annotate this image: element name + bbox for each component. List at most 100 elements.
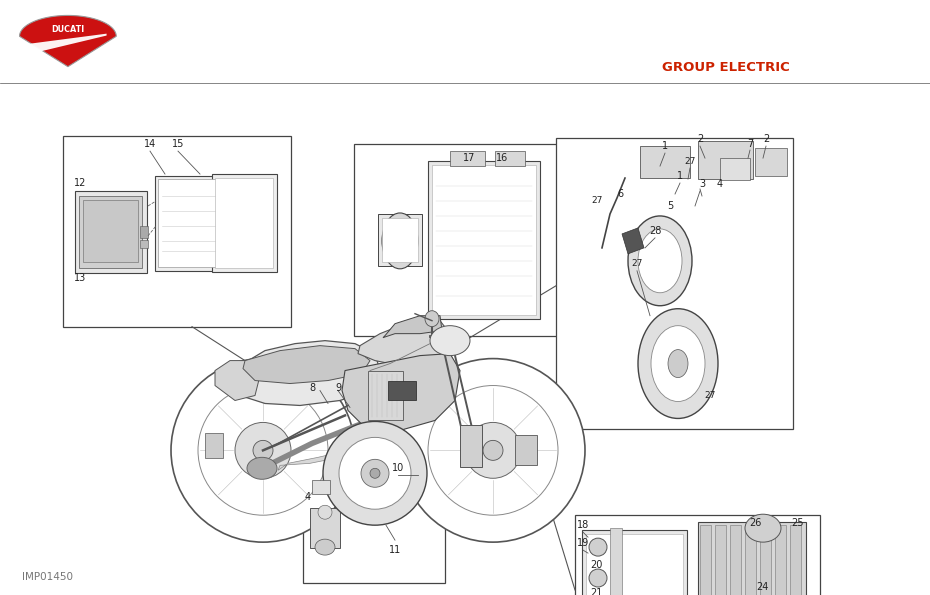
Polygon shape [215,361,260,400]
Polygon shape [342,353,460,430]
Bar [368,371,403,421]
Ellipse shape [589,538,607,556]
Text: 20: 20 [590,560,603,570]
Bar [586,534,683,595]
Bar [755,148,787,176]
Bar [575,515,820,595]
Polygon shape [383,316,442,337]
Text: 21: 21 [590,588,603,595]
Bar [310,508,340,548]
Text: 14: 14 [144,139,156,149]
Ellipse shape [171,359,355,542]
Polygon shape [278,443,350,470]
Bar [460,425,482,467]
Bar [212,174,277,272]
Bar [303,381,445,583]
Ellipse shape [401,359,585,542]
Bar [63,136,291,327]
Text: DRAWING 12C - ELECTRICAL DEVICES [MOD:M937+]: DRAWING 12C - ELECTRICAL DEVICES [MOD:M9… [262,21,770,39]
Text: 8: 8 [309,383,315,393]
Bar [790,525,801,595]
Text: 17: 17 [463,153,475,163]
Bar [640,146,690,178]
Ellipse shape [745,514,781,542]
Ellipse shape [428,386,558,515]
Bar [378,214,422,266]
Ellipse shape [318,505,332,519]
Bar [155,176,233,271]
Text: 27: 27 [684,156,696,165]
Bar [495,151,525,166]
Text: 13: 13 [73,273,86,283]
Text: IMP01450: IMP01450 [22,572,73,582]
Text: 15: 15 [172,139,184,149]
Ellipse shape [430,325,470,356]
Bar [83,200,138,262]
Text: GROUP ELECTRIC: GROUP ELECTRIC [661,61,790,74]
Ellipse shape [235,422,291,478]
Text: 9: 9 [335,383,341,393]
Bar [312,480,330,494]
Bar [388,381,416,400]
Polygon shape [358,318,450,365]
Bar [432,165,536,315]
Bar [730,525,741,595]
Bar [382,218,418,262]
Polygon shape [20,34,107,57]
Bar [75,191,147,273]
Text: 18: 18 [577,520,589,530]
Bar [715,525,726,595]
Text: 27: 27 [591,196,603,205]
Text: 19: 19 [577,538,589,548]
Bar [610,528,622,595]
Ellipse shape [253,440,273,461]
Text: 27: 27 [631,259,643,268]
Text: 4: 4 [305,492,311,502]
Ellipse shape [382,213,418,269]
Ellipse shape [483,440,503,461]
Bar [556,138,793,430]
Text: 24: 24 [756,582,768,592]
Text: 11: 11 [389,545,401,555]
Ellipse shape [425,311,439,327]
Bar [140,226,148,238]
Bar [700,525,711,595]
Polygon shape [20,15,116,67]
Bar [745,525,756,595]
Ellipse shape [247,458,277,480]
Ellipse shape [361,459,389,487]
Bar [158,179,230,267]
Bar [775,525,786,595]
Ellipse shape [198,386,328,515]
Bar [205,433,223,458]
Bar [428,161,540,319]
Bar [450,151,485,166]
Ellipse shape [465,422,521,478]
Ellipse shape [638,229,682,293]
Ellipse shape [339,437,411,509]
Bar [140,240,148,248]
Ellipse shape [589,569,607,587]
Text: 16: 16 [496,153,508,163]
Text: 1: 1 [662,141,668,151]
Bar [582,530,687,595]
Bar [698,522,806,595]
Ellipse shape [628,216,692,306]
Text: 10: 10 [392,464,405,473]
Bar [215,178,273,268]
Ellipse shape [389,223,411,259]
Text: 28: 28 [649,226,661,236]
Text: 3: 3 [699,179,705,189]
Polygon shape [225,340,380,405]
Text: 7: 7 [747,139,753,149]
Ellipse shape [668,350,688,378]
Text: 25: 25 [790,518,804,528]
Text: DUCATI: DUCATI [51,26,85,35]
Polygon shape [622,228,644,254]
Text: 2: 2 [763,134,769,144]
Text: 12: 12 [73,178,86,188]
Ellipse shape [370,468,380,478]
Text: 4: 4 [717,179,723,189]
Ellipse shape [323,421,427,525]
Text: 1: 1 [677,171,683,181]
